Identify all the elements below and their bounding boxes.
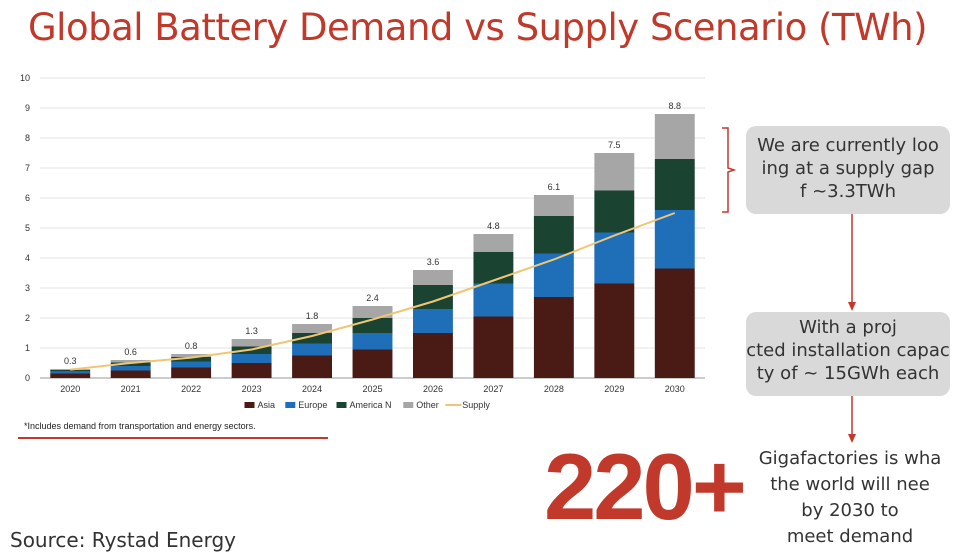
supply-line xyxy=(70,212,676,371)
y-tick-label: 1 xyxy=(25,343,30,353)
x-tick-label-2023: 2023 xyxy=(242,384,262,394)
y-tick-label: 5 xyxy=(25,223,30,233)
total-label-2022: 0.8 xyxy=(185,341,198,351)
legend-label-supply: Supply xyxy=(462,400,490,410)
x-tick-label-2025: 2025 xyxy=(362,384,382,394)
slide-title: Global Battery Demand vs Supply Scenario… xyxy=(28,6,928,49)
chart-footnote: *Includes demand from transportation and… xyxy=(24,421,256,431)
total-label-2029: 7.5 xyxy=(608,140,621,150)
bar-other-2023 xyxy=(231,339,272,347)
x-tick-label-2026: 2026 xyxy=(423,384,443,394)
x-tick-label-2028: 2028 xyxy=(544,384,564,394)
x-tick-label-2030: 2030 xyxy=(665,384,685,394)
legend-label-europe: Europe xyxy=(298,400,327,410)
bar-other-2030 xyxy=(654,114,695,159)
total-label-2030: 8.8 xyxy=(669,101,682,111)
bar-asia-2022 xyxy=(171,367,212,378)
y-tick-label: 3 xyxy=(25,283,30,293)
total-label-2026: 3.6 xyxy=(427,257,440,267)
bar-europe-2027 xyxy=(473,283,514,317)
legend-swatch-asia xyxy=(244,402,255,408)
bar-america-n-2030 xyxy=(654,159,695,210)
bar-asia-2024 xyxy=(292,355,332,378)
x-tick-label-2027: 2027 xyxy=(483,384,503,394)
arrow-head-2 xyxy=(848,434,856,443)
supply-gap-callout: We are currently loo ing at a supply gap … xyxy=(746,126,950,214)
bar-america-n-2029 xyxy=(594,190,635,233)
gap-bracket xyxy=(722,127,737,213)
legend-label-other: Other xyxy=(416,400,439,410)
total-label-2020: 0.3 xyxy=(64,356,77,366)
bar-america-n-2028 xyxy=(533,216,574,254)
y-tick-label: 2 xyxy=(25,313,30,323)
legend-swatch-other xyxy=(403,402,414,408)
legend-label-asia: Asia xyxy=(258,400,276,410)
x-tick-label-2021: 2021 xyxy=(121,384,141,394)
bar-america-n-2020 xyxy=(50,369,91,372)
bar-other-2024 xyxy=(292,324,332,333)
arrow-head-1 xyxy=(848,302,856,311)
x-tick-label-2020: 2020 xyxy=(60,384,80,394)
x-tick-label-2022: 2022 xyxy=(181,384,201,394)
total-label-2025: 2.4 xyxy=(366,293,379,303)
x-tick-label-2029: 2029 xyxy=(604,384,624,394)
bar-asia-2028 xyxy=(533,297,574,378)
bar-other-2027 xyxy=(473,234,514,252)
bar-other-2028 xyxy=(533,195,574,216)
bar-america-n-2027 xyxy=(473,252,514,284)
bar-asia-2027 xyxy=(473,316,514,378)
bar-america-n-2022 xyxy=(171,357,212,362)
bar-other-2029 xyxy=(594,153,635,191)
total-label-2021: 0.6 xyxy=(124,347,137,357)
gigafactory-count: 220+ xyxy=(544,434,747,539)
bar-europe-2030 xyxy=(654,210,695,269)
legend-label-america-n: America N xyxy=(350,400,392,410)
bar-asia-2021 xyxy=(110,370,151,378)
total-label-2027: 4.8 xyxy=(487,221,500,231)
bar-other-2025 xyxy=(352,306,393,318)
y-tick-label: 7 xyxy=(25,163,30,173)
bar-europe-2025 xyxy=(352,333,393,350)
bar-europe-2026 xyxy=(413,309,453,333)
bar-other-2022 xyxy=(171,354,212,357)
source-text: Source: Rystad Energy xyxy=(10,528,237,552)
bar-asia-2020 xyxy=(50,373,91,378)
x-tick-label-2024: 2024 xyxy=(302,384,322,394)
bar-europe-2020 xyxy=(50,371,91,374)
y-tick-label: 10 xyxy=(20,73,30,83)
y-tick-label: 9 xyxy=(25,103,30,113)
total-label-2028: 6.1 xyxy=(548,182,561,192)
y-tick-label: 4 xyxy=(25,253,30,263)
bar-asia-2030 xyxy=(654,268,695,378)
bar-europe-2024 xyxy=(292,343,332,356)
bar-america-n-2021 xyxy=(110,362,151,366)
total-label-2024: 1.8 xyxy=(306,311,319,321)
bar-asia-2029 xyxy=(594,283,635,378)
bar-asia-2025 xyxy=(352,349,393,378)
bar-other-2026 xyxy=(413,270,453,285)
bar-europe-2023 xyxy=(231,354,272,363)
bar-europe-2022 xyxy=(171,361,212,368)
bar-asia-2023 xyxy=(231,363,272,378)
footnote-divider xyxy=(18,437,328,439)
capacity-callout: With a proj cted installation capac ty of … xyxy=(746,312,950,396)
bar-europe-2028 xyxy=(533,253,574,297)
gigafactories-callout: Gigafactories is wha the world will nee … xyxy=(758,448,942,547)
bar-other-2021 xyxy=(110,360,151,363)
legend-swatch-europe xyxy=(285,402,296,408)
bar-asia-2026 xyxy=(413,333,453,378)
legend-swatch-america-n xyxy=(336,402,347,408)
y-tick-label: 0 xyxy=(25,373,30,383)
y-tick-label: 6 xyxy=(25,193,30,203)
y-tick-label: 8 xyxy=(25,133,30,143)
bar-america-n-2024 xyxy=(292,333,332,344)
bar-europe-2021 xyxy=(110,366,151,371)
total-label-2023: 1.3 xyxy=(245,326,258,336)
battery-chart: 0 1 2 3 4 5 6 7 8 9 10 0.3 2020 0.6 2021 0.8 2022 1.3 2023… xyxy=(20,73,705,410)
